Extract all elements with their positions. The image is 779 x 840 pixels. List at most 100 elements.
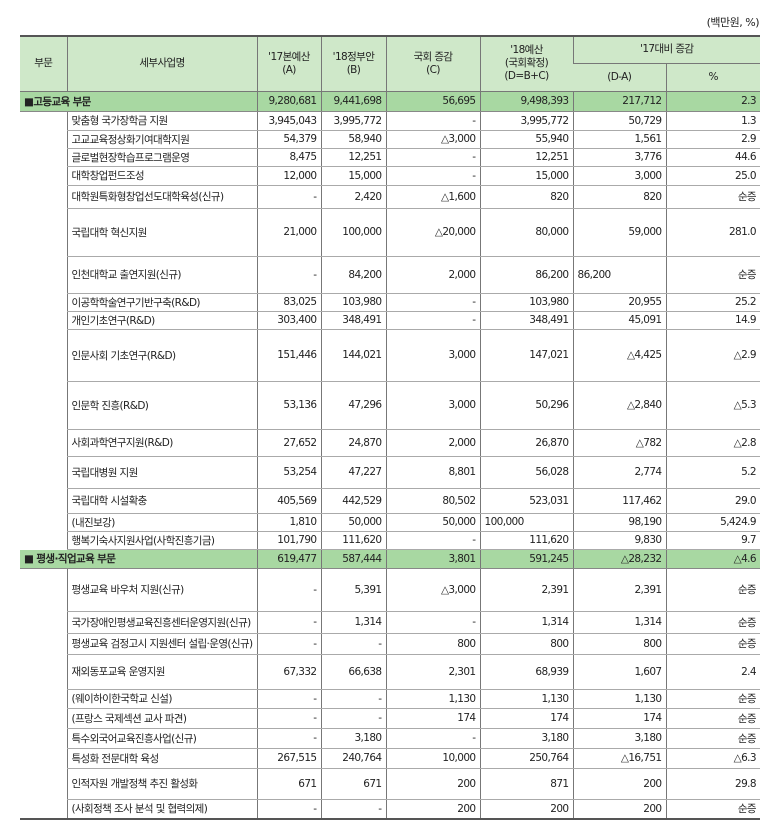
cell-2017-budget: 405,569: [256, 488, 321, 514]
cell-change-amount: 50,729: [572, 111, 666, 131]
cell-change-pct: 25.0: [665, 166, 760, 186]
table-row: 국립대학 혁신지원 21,000 100,000 △20,000 80,000 59,00…: [20, 208, 760, 257]
cell-2018-gov-proposal: 12,251: [320, 148, 386, 167]
cell-2018-gov-proposal: 50,000: [320, 513, 386, 532]
cell-change-amount: 800: [572, 633, 666, 655]
header-assembly-change: 국회 증감 (C): [385, 35, 480, 92]
cell-change-amount: 1,561: [572, 130, 666, 149]
cell-assembly-change: 56,695: [385, 91, 480, 112]
sector-cell: [20, 611, 67, 633]
header-2018-gov-proposal: '18정부안 (B): [320, 35, 386, 92]
cell-2018-gov-proposal: 58,940: [320, 130, 386, 149]
cell-2018-gov-proposal: 3,995,772: [320, 111, 386, 131]
table-row: (프랑스 국제섹션 교사 파견) - -174 174 174 순증: [20, 708, 760, 729]
cell-change-amount: 1,607: [572, 654, 666, 690]
section-row: ■ 평생·직업교육 부문 619,477 587,444 3,801 591,245 △2…: [20, 549, 760, 569]
table-row: 개인기초연구(R&D) 303,400 348,491-348,491 45,091 1…: [20, 311, 760, 330]
table-row: 평생교육 검정고시 지원센터 설립·운영(신규) - -800 800 800 순증: [20, 633, 760, 655]
program-name: 인문학 진흥(R&D): [66, 381, 257, 430]
cell-2018-gov-proposal: 5,391: [320, 568, 386, 612]
cell-change-pct: 44.6: [665, 148, 760, 167]
program-name: (사회정책 조사 분석 및 협력의제): [66, 799, 257, 820]
cell-change-pct: 29.0: [665, 488, 760, 514]
cell-2018-budget: 50,296: [479, 381, 573, 430]
sector-cell: [20, 166, 67, 185]
cell-2017-budget: 21,000: [256, 208, 321, 257]
cell-2017-budget: -: [256, 633, 321, 655]
table-row: 사회과학연구지원(R&D) 27,652 24,870 2,000 26,870 △782…: [20, 429, 760, 457]
cell-change-pct: 순증: [665, 185, 760, 209]
cell-assembly-change: 3,000: [385, 381, 480, 430]
sector-cell: [20, 708, 67, 728]
cell-change-pct: 순증: [665, 611, 760, 634]
cell-2018-budget: 100,000: [479, 513, 573, 532]
table-row: 국가장애인평생교육진흥센터운영지원(신규) -1,314-1,314 1,314 순증: [20, 611, 760, 634]
program-name: 평생교육 바우처 지원(신규): [66, 568, 257, 612]
sector-cell: [20, 456, 67, 488]
sector-cell: [20, 111, 67, 130]
cell-assembly-change: 200: [385, 799, 480, 820]
cell-2018-gov-proposal: 587,444: [320, 549, 386, 569]
table-row: 맞춤형 국가장학금 지원 3,945,043 3,995,772-3,995,772…: [20, 111, 760, 131]
cell-2018-gov-proposal: 3,180: [320, 728, 386, 749]
sector-cell: [20, 689, 67, 708]
cell-2018-budget: 111,620: [479, 531, 573, 550]
cell-change-amount: 820: [572, 185, 666, 209]
cell-2018-budget: 86,200: [479, 256, 573, 294]
sector-cell: [20, 381, 67, 429]
cell-2018-gov-proposal: 1,314: [320, 611, 386, 634]
cell-change-pct: 순증: [665, 633, 760, 655]
cell-2017-budget: -: [256, 185, 321, 209]
sector-cell: [20, 429, 67, 456]
table-row: 고교교육정상화기여대학지원 54,379 58,940 △3,000 55,940 1,5…: [20, 130, 760, 149]
sector-cell: [20, 148, 67, 166]
cell-2017-budget: -: [256, 611, 321, 634]
cell-2018-budget: 1,314: [479, 611, 573, 634]
cell-2018-budget: 200: [479, 799, 573, 820]
program-name: 대학창업펀드조성: [66, 166, 257, 186]
cell-2018-budget: 250,764: [479, 748, 573, 769]
cell-2018-gov-proposal: 348,491: [320, 311, 386, 330]
cell-assembly-change: 800: [385, 633, 480, 655]
cell-2017-budget: -: [256, 708, 321, 729]
cell-2018-budget: 871: [479, 768, 573, 800]
table-row: 특수외국어교육진흥사업(신규) -3,180-3,180 3,180 순증: [20, 728, 760, 749]
cell-change-amount: 1,130: [572, 689, 666, 709]
cell-change-pct: 순증: [665, 708, 760, 729]
cell-2017-budget: -: [256, 799, 321, 820]
cell-2018-budget: 103,980: [479, 293, 573, 312]
cell-change-pct: △5.3: [665, 381, 760, 430]
program-name: 사회과학연구지원(R&D): [66, 429, 257, 457]
cell-2018-gov-proposal: 66,638: [320, 654, 386, 690]
cell-change-pct: 281.0: [665, 208, 760, 257]
cell-change-pct: 5,424.9: [665, 513, 760, 532]
table-row: 글로벌현장학습프로그램운영 8,475 12,251-12,251 3,776 44.6: [20, 148, 760, 167]
cell-change-amount: 20,955: [572, 293, 666, 312]
cell-2018-budget: 80,000: [479, 208, 573, 257]
cell-2017-budget: 671: [256, 768, 321, 800]
cell-assembly-change: △1,600: [385, 185, 480, 209]
table-row: 인문사회 기초연구(R&D) 151,446 144,021 3,000 147,021…: [20, 329, 760, 382]
cell-2017-budget: 267,515: [256, 748, 321, 769]
cell-assembly-change: △3,000: [385, 130, 480, 149]
table-row: 대학창업펀드조성 12,000 15,000-15,000 3,000 25.0: [20, 166, 760, 186]
cell-change-amount: △782: [572, 429, 666, 457]
cell-assembly-change: -: [385, 531, 480, 550]
program-name: 고교교육정상화기여대학지원: [66, 130, 257, 149]
cell-2018-budget: 3,180: [479, 728, 573, 749]
cell-assembly-change: -: [385, 611, 480, 634]
table-row: 국립대학 시설확충 405,569 442,529 80,502 523,031 117,…: [20, 488, 760, 514]
sector-cell: [20, 768, 67, 799]
cell-2018-budget: 15,000: [479, 166, 573, 186]
cell-change-amount: 2,774: [572, 456, 666, 489]
program-name: 인적자원 개발정책 추진 활성화: [66, 768, 257, 800]
program-name: 행복기숙사지원사업(사학진흥기금): [66, 531, 257, 550]
sector-cell: [20, 208, 67, 256]
table-row: (웨이하이한국학교 신설) - -1,130 1,130 1,130 순증: [20, 689, 760, 709]
cell-2018-budget: 56,028: [479, 456, 573, 489]
cell-change-pct: 2.4: [665, 654, 760, 690]
cell-2017-budget: 67,332: [256, 654, 321, 690]
cell-change-amount: 117,462: [572, 488, 666, 514]
cell-2018-gov-proposal: 84,200: [320, 256, 386, 294]
cell-change-pct: 순증: [665, 728, 760, 749]
